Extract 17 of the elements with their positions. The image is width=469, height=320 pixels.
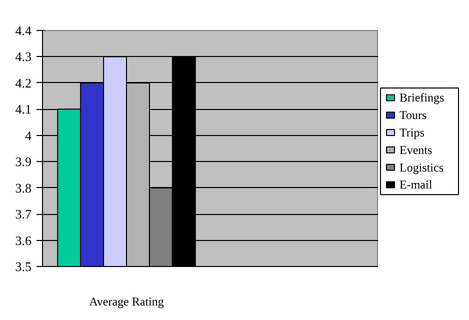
legend-label: Events	[400, 142, 432, 157]
x-tick-label: Average Rating	[89, 294, 164, 308]
legend-label: Briefings	[400, 90, 444, 105]
legend-label: Trips	[400, 126, 425, 140]
y-tick-label: 4	[25, 128, 32, 143]
legend-label: E-mail	[400, 178, 433, 192]
y-tick-label: 3.9	[15, 154, 32, 170]
y-tick-label: 4.2	[15, 75, 32, 90]
legend-label: Tours	[400, 108, 427, 122]
y-tick-label: 3.5	[15, 259, 32, 274]
y-tick-label: 4.3	[15, 49, 32, 64]
y-tick-label: 3.7	[15, 206, 32, 222]
y-tick-label: 4.4	[15, 23, 32, 38]
legend-label: Logistics	[400, 160, 444, 174]
y-tick-label: 3.6	[15, 232, 32, 248]
y-tick-label: 4.1	[15, 102, 32, 117]
y-tick-label: 3.8	[15, 180, 32, 196]
